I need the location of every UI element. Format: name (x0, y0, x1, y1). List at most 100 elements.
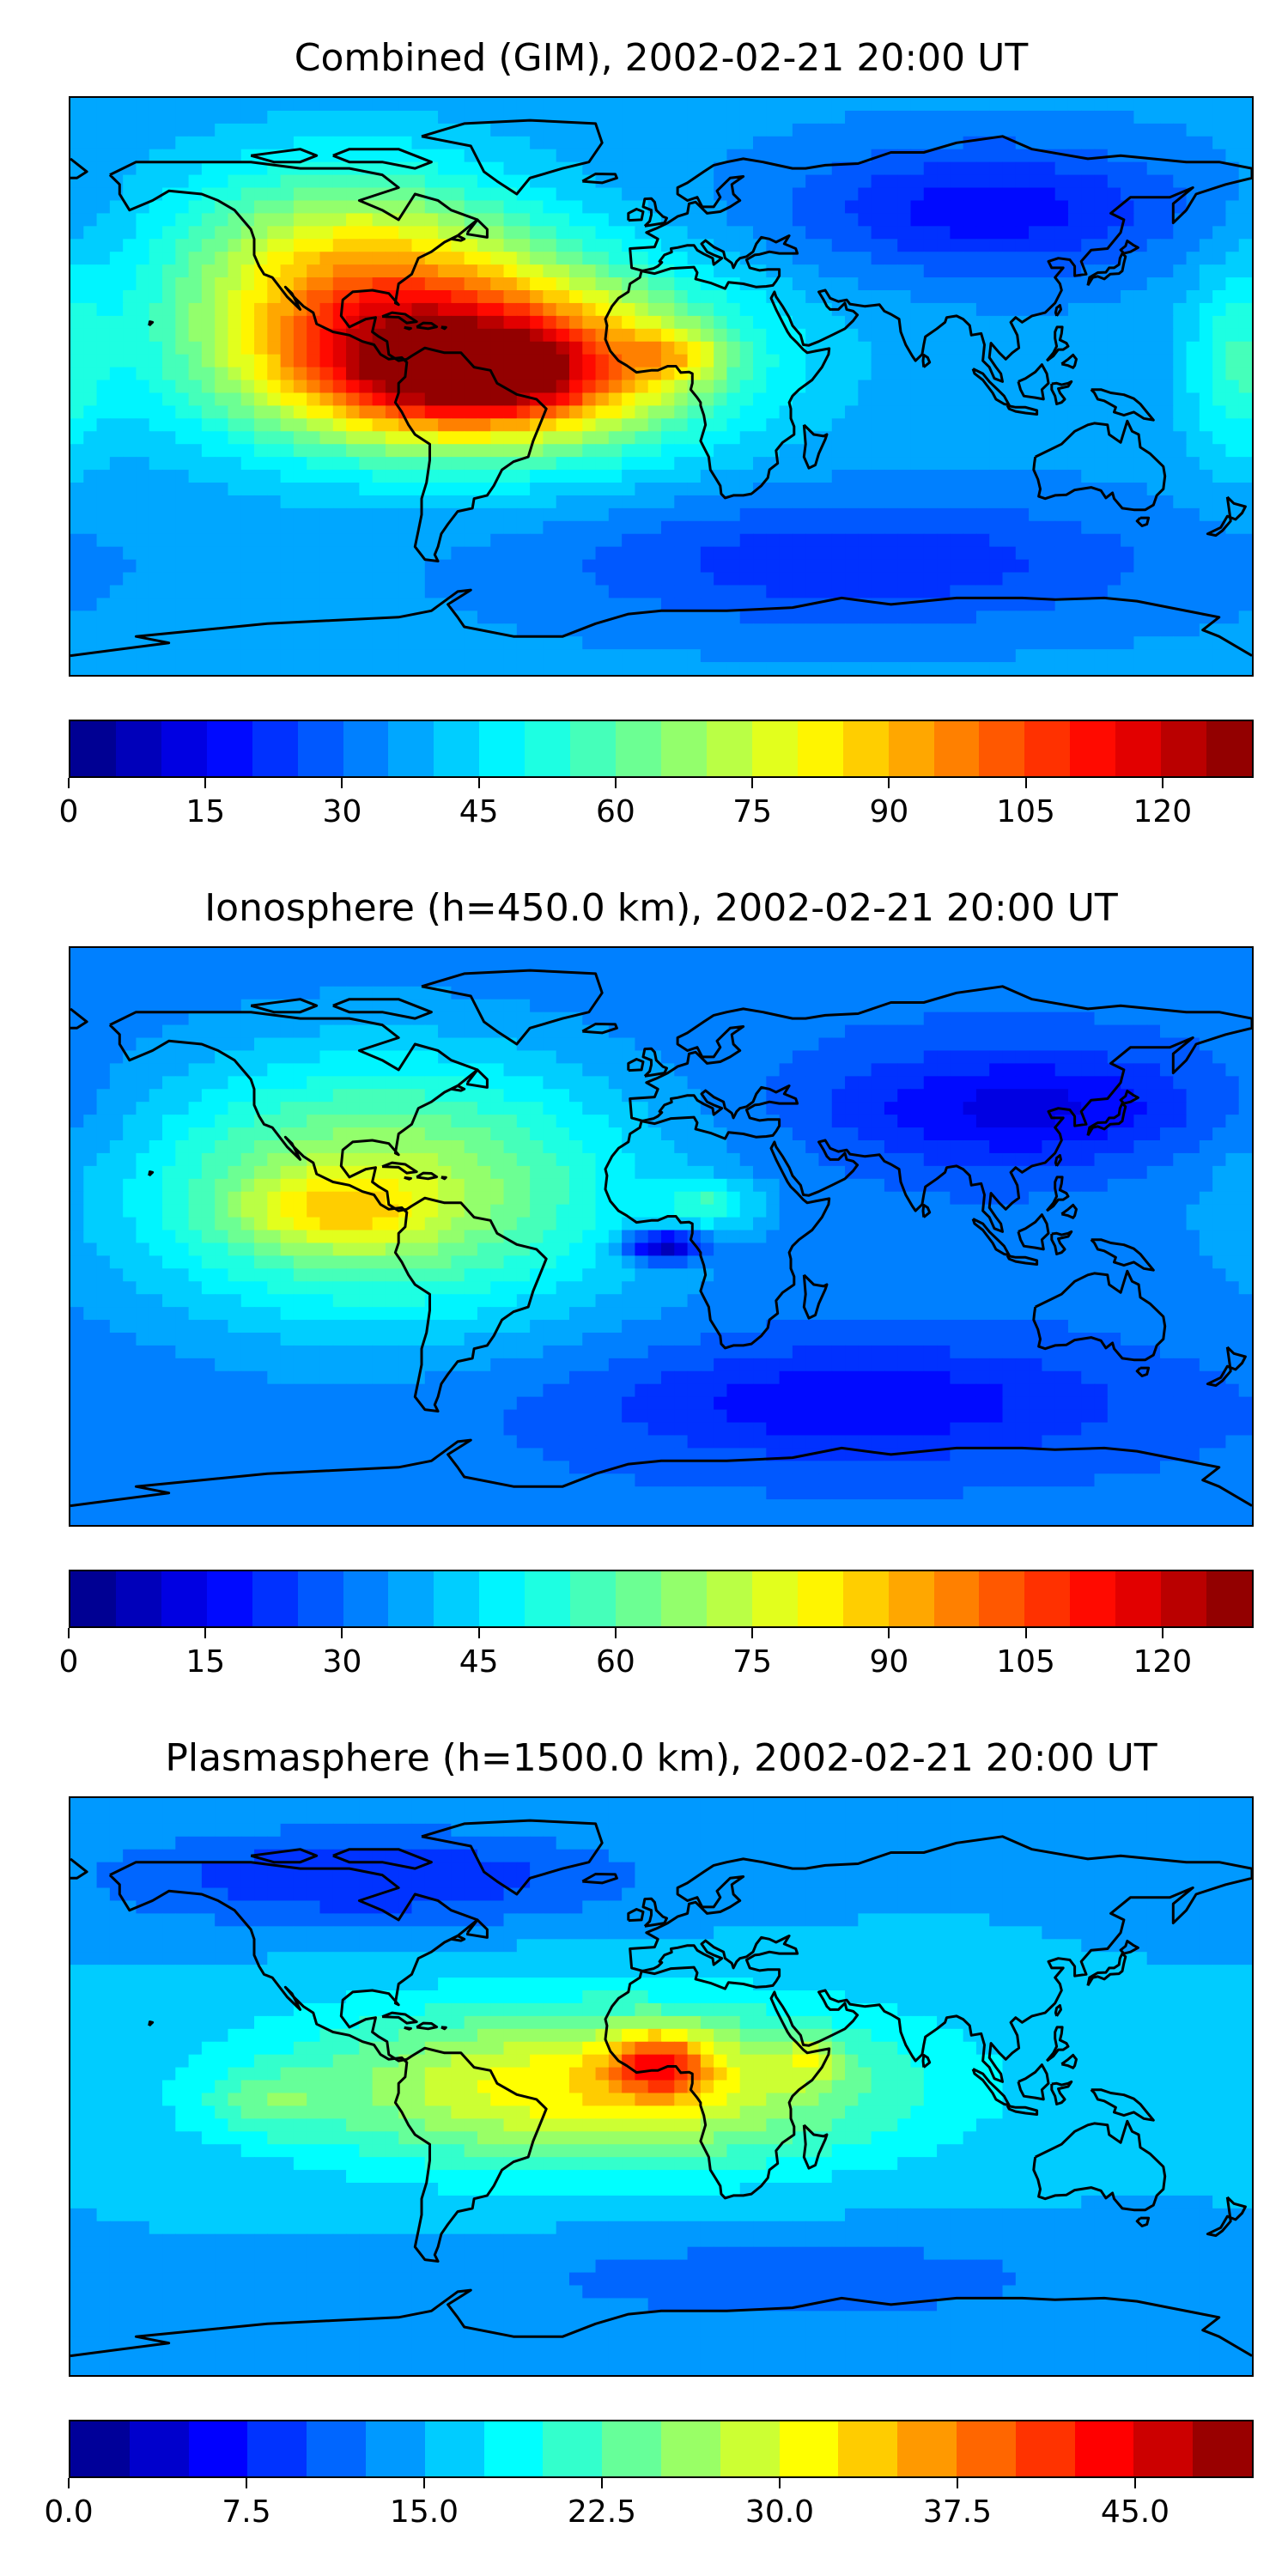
colorbar-tick-mark (204, 1628, 207, 1638)
colorbar-tick-mark (477, 778, 480, 788)
coastline (250, 148, 319, 164)
colorbar-ticks: 0.0 7.5 15.0 22.5 30.0 37.5 45.0 (44, 2478, 1254, 2530)
colorbar-segment (129, 2421, 189, 2476)
coastlines (70, 118, 1252, 658)
colorbar-segment (1133, 2421, 1194, 2476)
colorbar-segment (161, 1571, 207, 1626)
colorbar-segment (751, 721, 798, 776)
coastline (70, 1438, 1252, 1508)
colorbar-segment (1161, 721, 1207, 776)
colorbar-tick-label: 45 (459, 794, 499, 829)
colorbar-segment (388, 721, 434, 776)
colorbar-segment (483, 2421, 544, 2476)
coastline (70, 588, 1252, 658)
colorbar-tick-label: 45 (459, 1644, 499, 1680)
colorbar-segment (343, 1571, 389, 1626)
colorbar-tick-mark (1134, 2478, 1136, 2488)
coastline (466, 1918, 489, 1939)
coastline (1032, 2119, 1167, 2212)
colorbar-tick-mark (204, 778, 207, 788)
coastline (971, 368, 1011, 407)
coastline (108, 161, 548, 562)
colorbar-segment (161, 721, 207, 776)
coastline (627, 1908, 645, 1923)
coastline (1045, 325, 1070, 362)
coastline (1086, 1952, 1127, 1987)
coastline (148, 320, 155, 327)
colorbar-tick-label: 75 (732, 1644, 773, 1680)
coastline (421, 969, 604, 1046)
colorbar-tick-label: 0.0 (44, 2494, 94, 2530)
colorbar-segment (660, 2421, 720, 2476)
coastline (421, 1819, 604, 1896)
tec-map (69, 96, 1254, 677)
coastline (581, 173, 618, 185)
coastline (108, 1861, 548, 2263)
coastline (1090, 388, 1155, 422)
map-canvas (70, 948, 1252, 1525)
coastline (1050, 2080, 1073, 2105)
colorbar-segment (1015, 2421, 1075, 2476)
colorbar-tick-mark (957, 2478, 958, 2488)
colorbar-ticks: 0 15 30 45 60 75 90 105 120 (59, 1628, 1254, 1680)
coastline (1045, 1176, 1070, 1212)
coastline (1045, 2026, 1070, 2063)
colorbar-tick-label: 0 (58, 794, 79, 829)
coastline (1017, 363, 1050, 401)
coastline (416, 2021, 439, 2031)
coastline (604, 985, 1252, 1350)
map-title: Ionosphere (h=450.0 km), 2002-02-21 20:0… (204, 886, 1118, 930)
coastline (1135, 516, 1151, 527)
coastline (581, 1023, 618, 1035)
coastline (1054, 2004, 1062, 2017)
coastline (971, 1218, 1011, 1257)
coastline (1005, 1254, 1039, 1266)
colorbar-segment (525, 721, 571, 776)
coastline (1135, 2216, 1151, 2227)
colorbar-tick-label: 30 (322, 1644, 362, 1680)
colorbar-segment (115, 1571, 161, 1626)
colorbar-segment (206, 721, 252, 776)
coastline (604, 1835, 1252, 2200)
coastline (404, 1176, 412, 1181)
coastline (416, 321, 439, 331)
colorbar-tick-label: 120 (1133, 1644, 1193, 1680)
colorbar-tick-label: 30 (322, 794, 362, 829)
colorbar-tick-label: 15.0 (389, 2494, 459, 2530)
coastline (641, 1084, 799, 1140)
coastline (1017, 2063, 1050, 2101)
colorbar-segment (115, 721, 161, 776)
colorbar-segment (424, 2421, 484, 2476)
colorbar-segment (720, 2421, 780, 2476)
colorbar-segment (479, 1571, 526, 1626)
colorbar-segment (779, 2421, 839, 2476)
colorbar-segment (252, 1571, 298, 1626)
coastline (1032, 1269, 1167, 1362)
colorbar-segment (543, 2421, 603, 2476)
colorbar-segment (1193, 2421, 1252, 2476)
coastline (802, 2123, 829, 2170)
coastlines (70, 1819, 1252, 2358)
colorbar-segment (388, 1571, 434, 1626)
coastlines (70, 969, 1252, 1508)
coastline (440, 325, 447, 331)
coastline (449, 234, 466, 242)
colorbar-tick-label: 45.0 (1100, 2494, 1170, 2530)
colorbar-tick-mark (1024, 778, 1027, 788)
coastline (466, 1068, 489, 1089)
colorbar-segment (660, 721, 707, 776)
colorbar-segment (660, 1571, 707, 1626)
colorbar-segment (297, 721, 343, 776)
colorbar-segment (365, 2421, 425, 2476)
coastline (1119, 240, 1139, 255)
colorbar-tick-mark (1161, 1628, 1163, 1638)
colorbar-tick-label: 105 (996, 794, 1055, 829)
colorbar-segment (479, 721, 526, 776)
colorbar-tick-label: 90 (869, 1644, 909, 1680)
colorbar (69, 720, 1254, 778)
colorbar-segment (751, 1571, 798, 1626)
tec-field (70, 1798, 1252, 2375)
tec-field (70, 948, 1252, 1525)
colorbar-tick-label: 60 (596, 794, 635, 829)
colorbar-tick-mark (751, 778, 754, 788)
